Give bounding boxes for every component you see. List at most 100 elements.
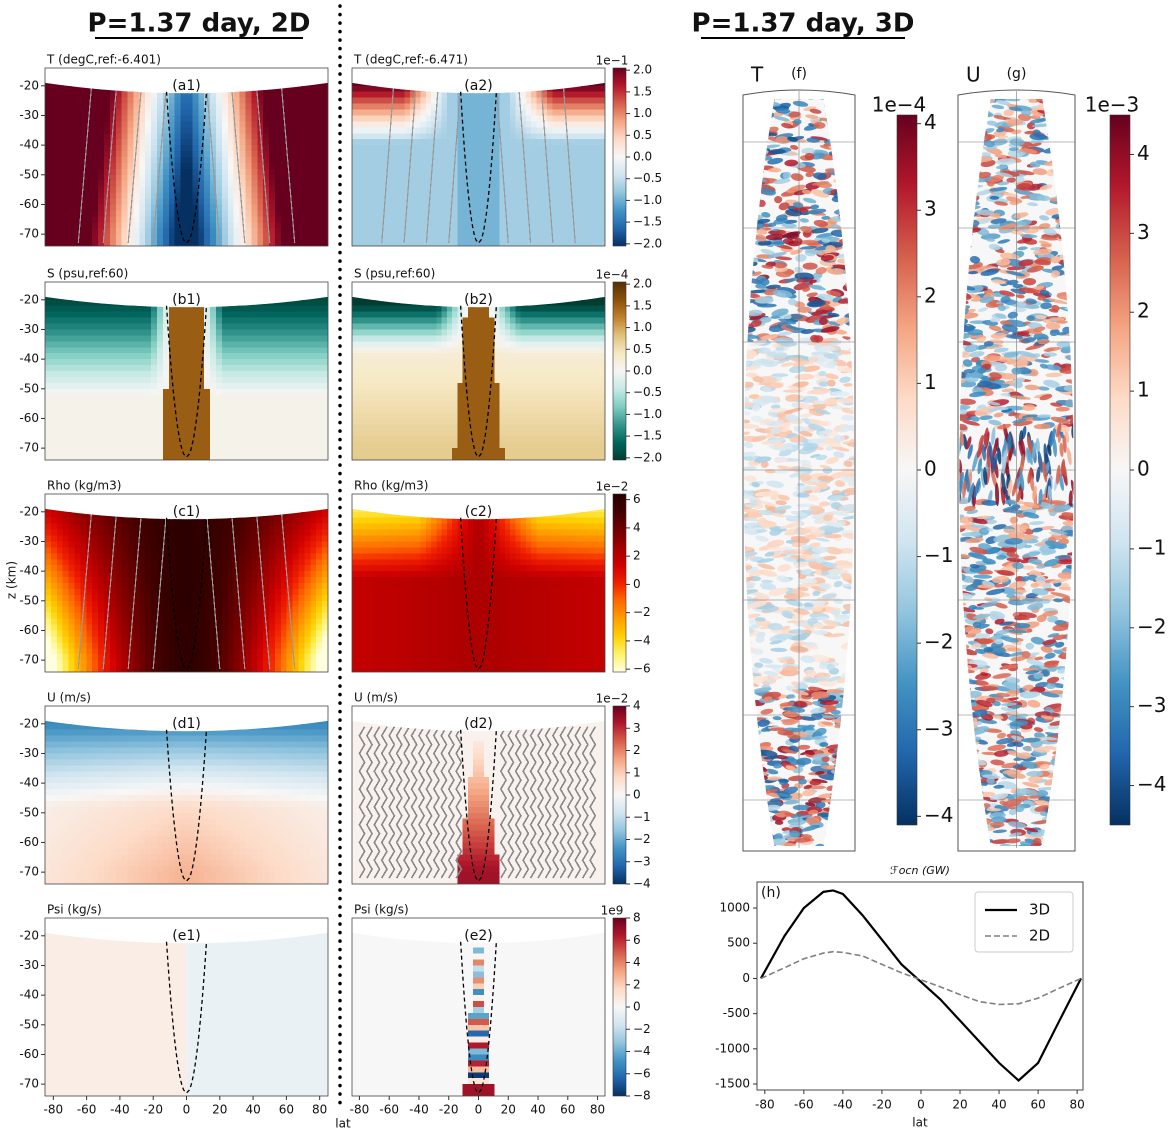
field-cell [316, 395, 322, 402]
field-cell [368, 115, 374, 122]
field-cell [399, 74, 405, 81]
field-cell [589, 204, 595, 211]
field-cell [263, 442, 269, 449]
field-cell [116, 139, 122, 146]
field-cell [384, 359, 390, 366]
field-cell [531, 204, 537, 211]
field-cell [163, 401, 169, 408]
field-cell [436, 199, 442, 206]
field-cell [373, 74, 379, 81]
field-cell [122, 68, 128, 75]
field-cell [263, 151, 269, 158]
field-cell [389, 294, 395, 301]
field-cell [187, 318, 193, 325]
field-cell [384, 228, 390, 235]
field-cell [269, 228, 275, 235]
field-cell [281, 418, 287, 425]
field-cell [378, 157, 384, 164]
field-cell [169, 448, 175, 455]
field-cell [410, 282, 416, 289]
field-cell [589, 145, 595, 152]
field-cell [204, 86, 210, 93]
field-cell [92, 86, 98, 93]
field-cell [510, 216, 516, 223]
field-cell [63, 329, 69, 336]
field-cell [287, 228, 293, 235]
field-cell [116, 133, 122, 140]
field-cell [80, 329, 86, 336]
field-cell [216, 389, 222, 396]
field-cell [552, 163, 558, 170]
field-cell [579, 74, 585, 81]
field-cell [357, 151, 363, 158]
field-cell [116, 383, 122, 390]
field-cell [257, 442, 263, 449]
field-cell [228, 418, 234, 425]
field-cell [394, 347, 400, 354]
field-cell [310, 306, 316, 313]
field-cell [98, 329, 104, 336]
field-cell [304, 371, 310, 378]
field-cell [316, 430, 322, 437]
field-cell [145, 216, 151, 223]
field-cell [547, 145, 553, 152]
field-cell [240, 157, 246, 164]
field-cell [234, 74, 240, 81]
field-cell [57, 115, 63, 122]
field-cell [316, 329, 322, 336]
field-cell [510, 222, 516, 229]
field-cell [399, 436, 405, 443]
field-cell [63, 318, 69, 325]
field-cell [86, 424, 92, 431]
field-cell [210, 300, 216, 307]
field-cell [45, 413, 51, 420]
field-cell [181, 121, 187, 128]
field-cell [373, 407, 379, 414]
field-cell [145, 187, 151, 194]
field-cell [133, 324, 139, 331]
field-cell [363, 282, 369, 289]
field-cell [275, 169, 281, 176]
field-cell [405, 181, 411, 188]
field-cell [368, 133, 374, 140]
field-cell [421, 407, 427, 414]
field-cell [399, 401, 405, 408]
field-cell [181, 222, 187, 229]
field-cell [98, 365, 104, 372]
field-cell [579, 92, 585, 99]
field-cell [240, 377, 246, 384]
field-cell [389, 181, 395, 188]
field-cell [421, 163, 427, 170]
field-cell [80, 365, 86, 372]
field-cell [275, 371, 281, 378]
field-cell [384, 395, 390, 402]
field-cell [86, 163, 92, 170]
field-cell [373, 312, 379, 319]
field-cell [594, 163, 600, 170]
field-cell [163, 288, 169, 295]
field-cell [457, 133, 463, 140]
field-cell [352, 353, 358, 360]
field-cell [357, 92, 363, 99]
field-cell [373, 359, 379, 366]
field-cell [463, 110, 469, 117]
field-cell [228, 86, 234, 93]
field-cell [192, 377, 198, 384]
field-cell [368, 98, 374, 105]
field-cell [210, 418, 216, 425]
field-cell [145, 115, 151, 122]
field-cell [145, 341, 151, 348]
field-cell [468, 139, 474, 146]
field-cell [484, 133, 490, 140]
field-cell [257, 282, 263, 289]
field-cell [122, 294, 128, 301]
field-cell [69, 199, 75, 206]
field-cell [240, 288, 246, 295]
field-cell [240, 312, 246, 319]
field-cell [192, 139, 198, 146]
field-cell [157, 68, 163, 75]
field-cell [431, 80, 437, 87]
field-cell [222, 181, 228, 188]
field-cell [228, 430, 234, 437]
field-cell [98, 104, 104, 111]
